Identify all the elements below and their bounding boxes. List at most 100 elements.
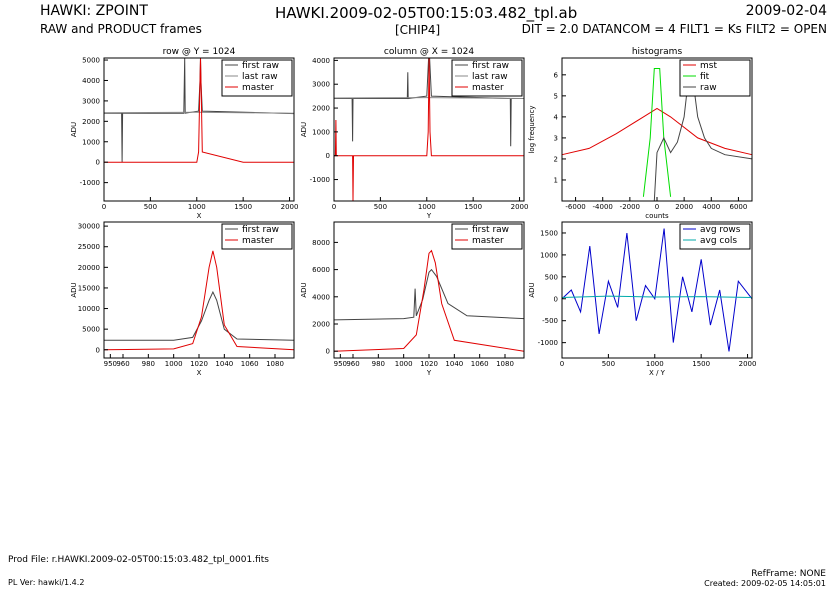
column-zoom-xtick-label: 1080	[496, 360, 514, 368]
row-zoom-xtick-label: 960	[116, 360, 129, 368]
row-profile-ytick-label: -1000	[80, 179, 100, 187]
histograms-ytick-label: 4	[554, 113, 559, 121]
averages-xtick-label: 500	[602, 360, 615, 368]
row-profile-legend-label: first raw	[242, 61, 279, 71]
file-title: HAWKI.2009-02-05T00:15:03.482_tpl.ab	[275, 4, 578, 22]
refframe-label: RefFrame: NONE	[751, 569, 826, 579]
row-zoom-xtick-label: 1040	[215, 360, 233, 368]
prod-file-label: Prod File: r.HAWKI.2009-02-05T00:15:03.4…	[8, 555, 269, 565]
histograms-xtick-label: 6000	[730, 203, 748, 211]
row-zoom-ytick-label: 10000	[78, 305, 100, 313]
averages-legend-label: avg rows	[700, 225, 741, 235]
row-zoom-ytick-label: 5000	[82, 326, 100, 334]
row-zoom-series-1	[103, 250, 295, 351]
histograms-legend-label: mst	[700, 61, 717, 71]
column-zoom-ytick-label: 6000	[312, 266, 330, 274]
report-subtitle: RAW and PRODUCT frames	[40, 22, 202, 36]
row-zoom-xtick-label: 950	[104, 360, 117, 368]
row-profile-series-2	[104, 57, 294, 163]
row-profile-ytick-label: 0	[96, 159, 100, 167]
column-profile-ytick-label: 1000	[312, 128, 330, 136]
row-zoom-xtick-label: 980	[142, 360, 155, 368]
column-profile-xtick-label: 2000	[511, 203, 529, 211]
histograms-xlabel: counts	[645, 212, 669, 220]
column-zoom-series-0	[333, 268, 525, 321]
histograms-xtick-label: -6000	[565, 203, 585, 211]
pipeline-version-label: PL Ver: hawki/1.4.2	[8, 578, 85, 587]
column-profile-frame	[333, 57, 525, 202]
histograms-xtick-label: 0	[655, 203, 659, 211]
column-zoom-xtick-label: 1000	[395, 360, 413, 368]
row-profile-ylabel: ADU	[70, 122, 78, 137]
histograms-legend-label: raw	[700, 83, 717, 93]
row-zoom-xtick-label: 1080	[266, 360, 284, 368]
averages-legend-label: avg cols	[700, 236, 737, 246]
chip-label: [CHIP4]	[395, 23, 441, 37]
setup-label: DIT = 2.0 DATANCOM = 4 FILT1 = Ks FILT2 …	[521, 22, 827, 36]
averages-xtick-label: 2000	[739, 360, 757, 368]
averages-ytick-label: 500	[545, 273, 558, 281]
column-zoom-xtick-label: 960	[346, 360, 359, 368]
column-zoom-legend	[451, 223, 523, 250]
row-profile-ytick-label: 1000	[82, 138, 100, 146]
report-title: HAWKI: ZPOINT	[40, 3, 148, 19]
column-zoom-xlabel: Y	[426, 369, 432, 377]
averages-xtick-label: 1000	[646, 360, 664, 368]
row-profile-ytick-label: 2000	[82, 118, 100, 126]
row-profile-series-1	[103, 111, 295, 114]
column-zoom-xtick-label: 1020	[420, 360, 438, 368]
averages-ytick-label: 1500	[540, 229, 558, 237]
row-profile-xtick-label: 0	[102, 203, 106, 211]
row-zoom-ytick-label: 0	[96, 346, 100, 354]
column-profile-ytick-label: 4000	[312, 57, 330, 65]
column-zoom-series-1	[333, 249, 525, 352]
row-zoom-legend	[221, 223, 293, 250]
created-label: Created: 2009-02-05 14:05:01	[704, 579, 826, 588]
row-zoom-xtick-label: 1000	[165, 360, 183, 368]
row-profile-xtick-label: 1500	[234, 203, 252, 211]
histograms-xtick-label: 4000	[702, 203, 720, 211]
histograms-ytick-label: 5	[554, 92, 558, 100]
column-zoom-legend-label: first raw	[472, 225, 509, 235]
histograms-title: histograms	[632, 47, 683, 57]
column-profile-legend-label: last raw	[472, 72, 508, 82]
column-zoom-ylabel: ADU	[300, 282, 308, 297]
row-zoom-ylabel: ADU	[70, 282, 78, 297]
column-zoom-ytick-label: 2000	[312, 321, 330, 329]
row-profile-legend-label: master	[242, 83, 274, 93]
row-profile-xtick-label: 500	[144, 203, 157, 211]
histograms-series-1	[642, 68, 672, 197]
row-zoom-ytick-label: 20000	[78, 264, 100, 272]
row-zoom-ytick-label: 30000	[78, 223, 100, 231]
histograms-ytick-label: 3	[554, 134, 558, 142]
averages-series-0	[561, 228, 753, 352]
row-profile-ytick-label: 5000	[82, 57, 100, 65]
row-profile-title: row @ Y = 1024	[163, 47, 236, 57]
averages-xtick-label: 0	[560, 360, 564, 368]
column-profile-ytick-label: 0	[326, 152, 330, 160]
column-zoom-xtick-label: 1040	[445, 360, 463, 368]
histograms-legend-label: fit	[700, 72, 710, 82]
row-profile-xlabel: X	[197, 212, 202, 220]
row-profile-legend-label: last raw	[242, 72, 278, 82]
column-profile-series-1	[333, 97, 525, 99]
column-profile-ytick-label: 3000	[312, 81, 330, 89]
row-zoom-ytick-label: 25000	[78, 243, 100, 251]
histograms-xtick-label: -4000	[593, 203, 613, 211]
histograms-ytick-label: 1	[554, 176, 558, 184]
row-zoom-legend-label: master	[242, 236, 274, 246]
column-profile-legend-label: first raw	[472, 61, 509, 71]
column-zoom-ytick-label: 4000	[312, 293, 330, 301]
column-zoom-ytick-label: 8000	[312, 239, 330, 247]
histograms-ytick-label: 2	[554, 155, 558, 163]
column-profile-xtick-label: 1500	[464, 203, 482, 211]
column-profile-xtick-label: 1000	[418, 203, 436, 211]
column-zoom-legend-label: master	[472, 236, 504, 246]
column-profile-xtick-label: 500	[374, 203, 387, 211]
averages-ytick-label: 1000	[540, 251, 558, 259]
column-profile-series-0	[334, 57, 524, 147]
averages-xlabel: X / Y	[649, 369, 666, 377]
averages-ytick-label: 0	[554, 295, 558, 303]
row-zoom-series-0	[104, 290, 295, 341]
